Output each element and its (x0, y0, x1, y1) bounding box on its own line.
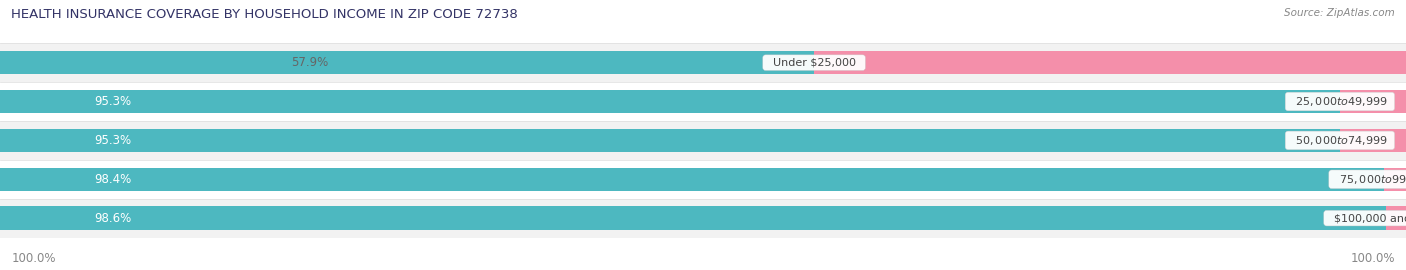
Text: $75,000 to $99,999: $75,000 to $99,999 (1331, 173, 1406, 186)
Bar (0, 51, 814, 74)
Text: Source: ZipAtlas.com: Source: ZipAtlas.com (1284, 8, 1395, 18)
Text: Under $25,000: Under $25,000 (766, 58, 862, 68)
Text: $50,000 to $74,999: $50,000 to $74,999 (1288, 134, 1392, 147)
Text: 95.3%: 95.3% (94, 134, 131, 147)
Bar (0, 43, 1406, 82)
Bar (814, 51, 1406, 74)
Bar (1384, 168, 1406, 191)
Bar (1386, 207, 1406, 230)
Bar (1340, 90, 1406, 113)
Bar (0, 199, 1406, 238)
Bar (0, 121, 1406, 160)
Text: 98.4%: 98.4% (94, 173, 131, 186)
Bar (0, 82, 1406, 121)
Text: 100.0%: 100.0% (11, 252, 56, 265)
Text: 95.3%: 95.3% (94, 95, 131, 108)
Text: HEALTH INSURANCE COVERAGE BY HOUSEHOLD INCOME IN ZIP CODE 72738: HEALTH INSURANCE COVERAGE BY HOUSEHOLD I… (11, 8, 517, 21)
Text: 98.6%: 98.6% (94, 212, 131, 225)
Bar (0, 207, 1386, 230)
Bar (0, 90, 1340, 113)
Text: $100,000 and over: $100,000 and over (1327, 213, 1406, 223)
Text: $25,000 to $49,999: $25,000 to $49,999 (1288, 95, 1392, 108)
Bar (1340, 129, 1406, 152)
Text: 100.0%: 100.0% (1350, 252, 1395, 265)
Text: 57.9%: 57.9% (291, 56, 328, 69)
Bar (0, 160, 1406, 199)
Bar (0, 129, 1340, 152)
Bar (0, 168, 1384, 191)
